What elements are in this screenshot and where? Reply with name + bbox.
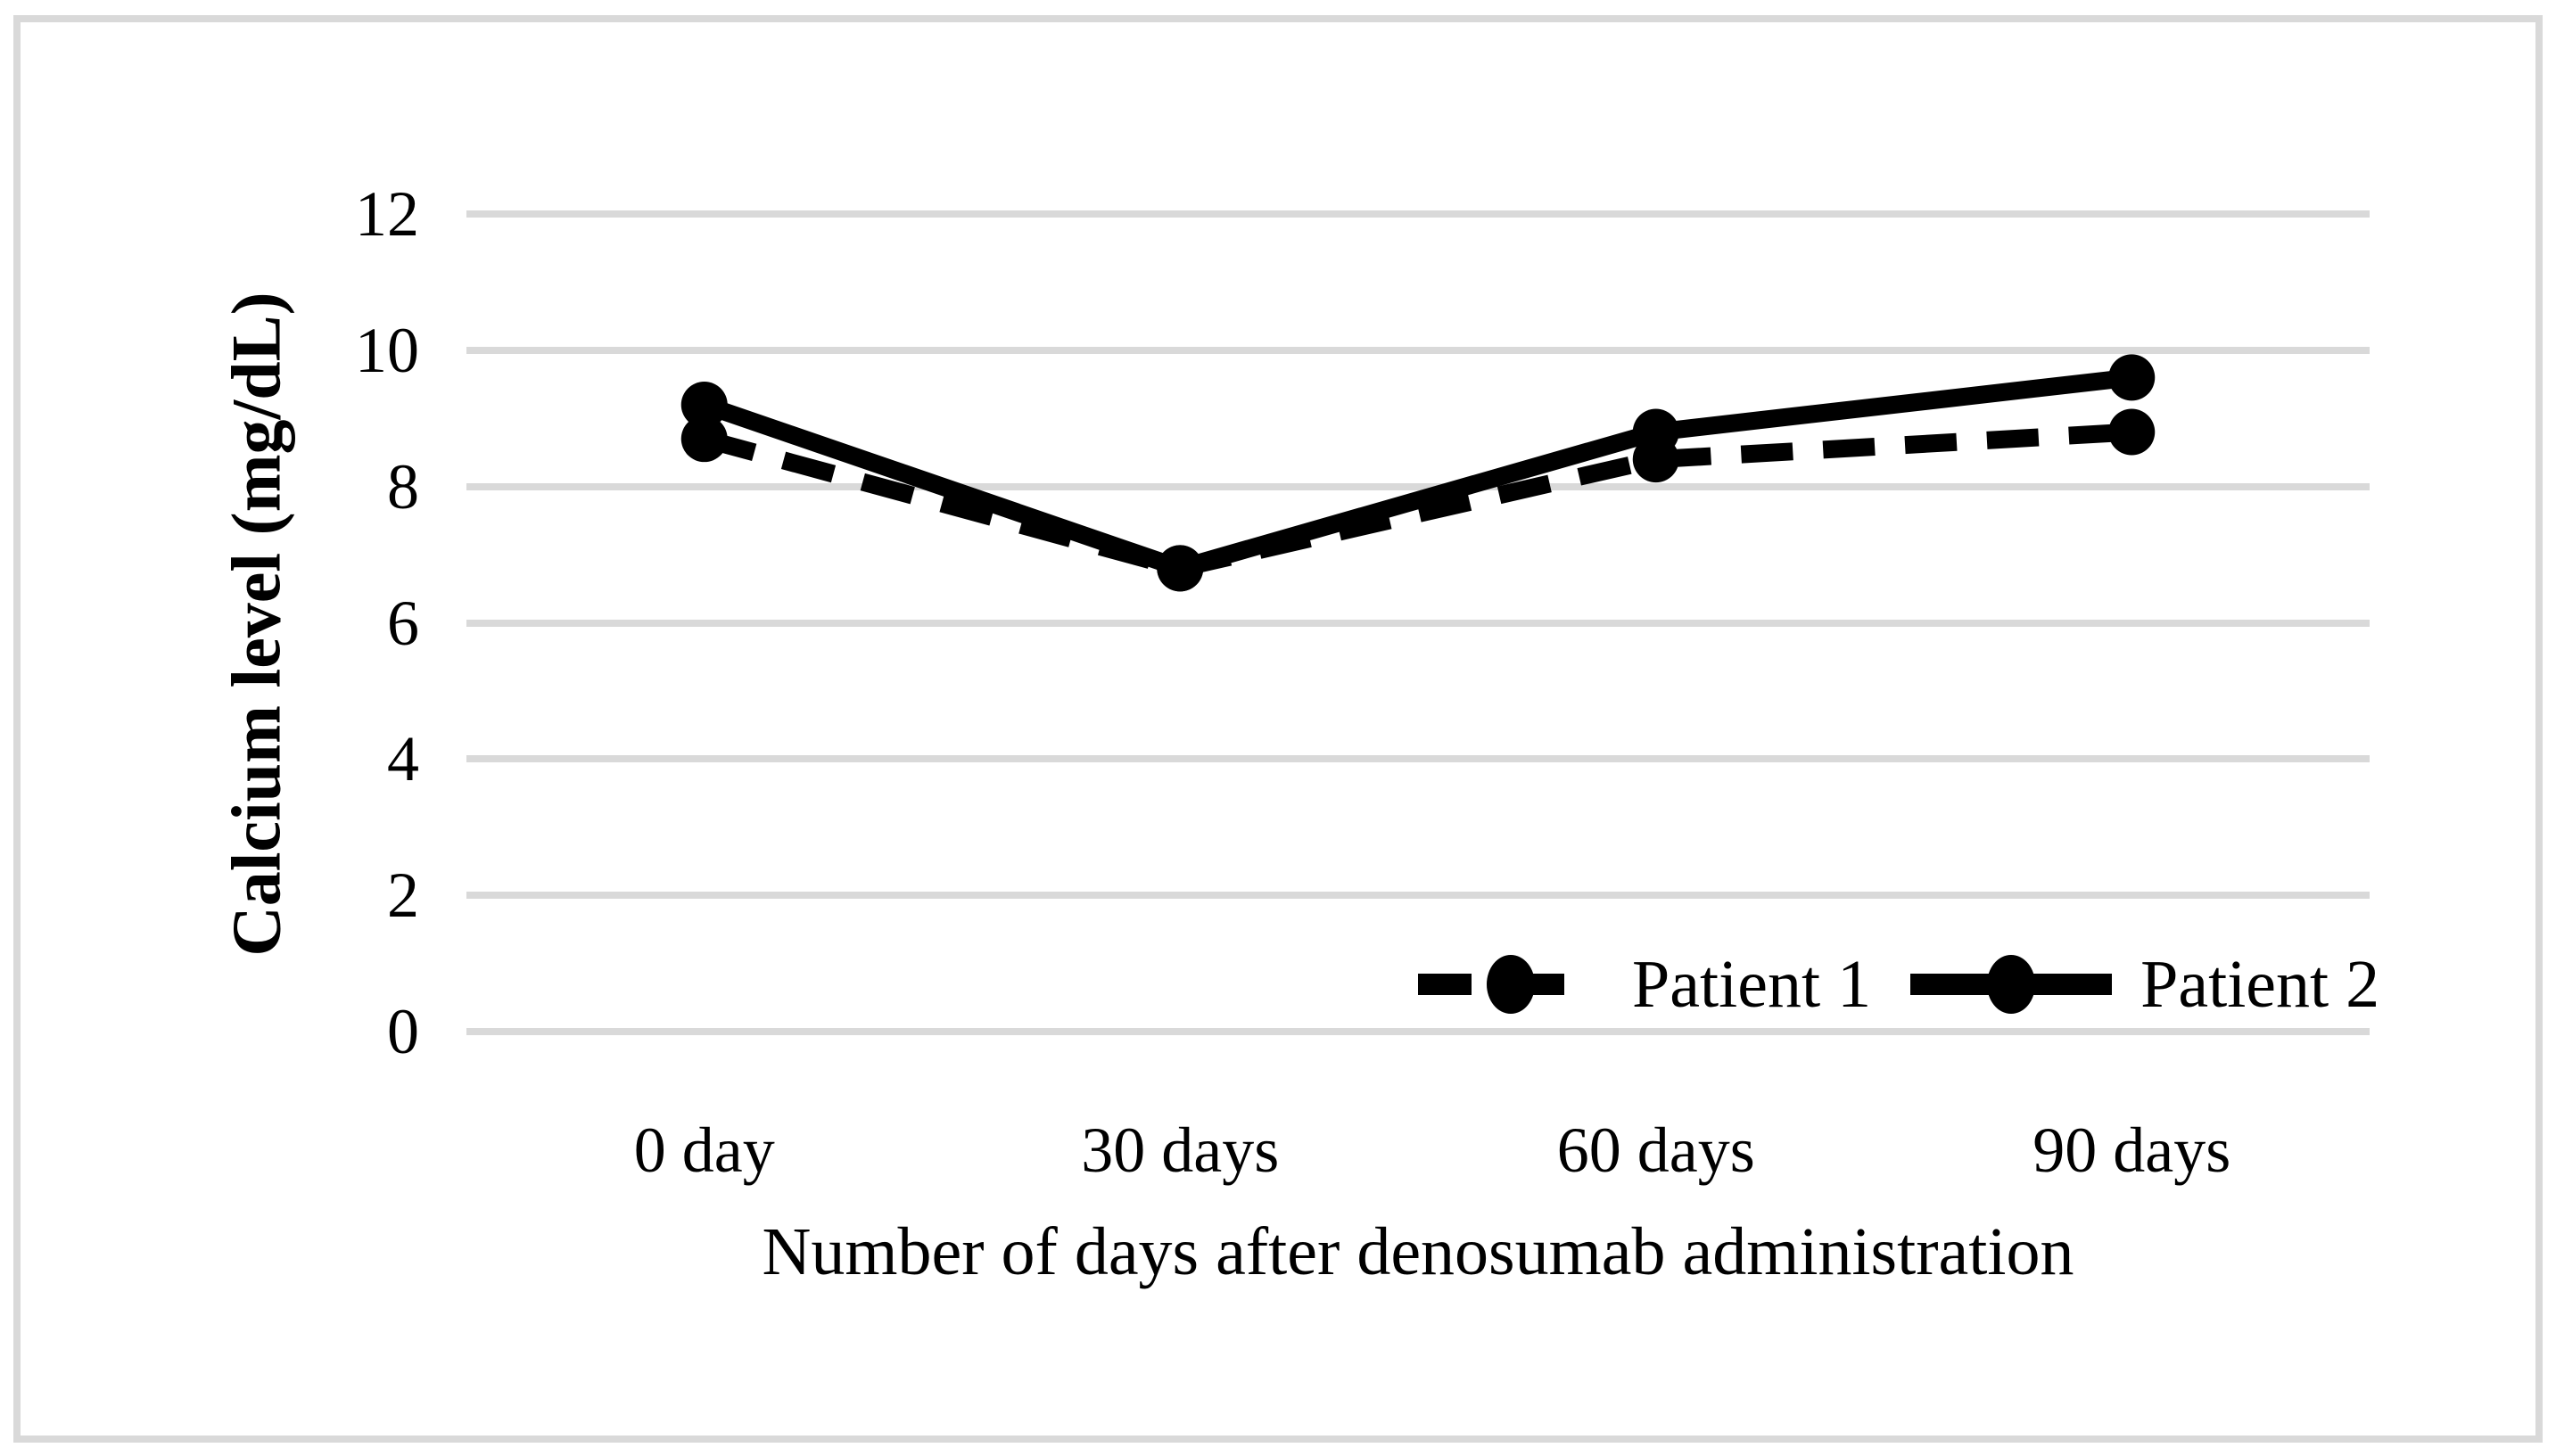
data-point-patient-2-1 <box>1157 545 1204 592</box>
legend-line-solid-sample-icon <box>1910 955 2113 1014</box>
x-tick-label-3: 90 days <box>2032 1115 2231 1186</box>
legend: Patient 1 Patient 2 <box>1416 943 2379 1025</box>
gridline-y-4 <box>466 755 2370 763</box>
y-tick-label-4: 4 <box>387 723 419 795</box>
y-tick-label-2: 2 <box>387 860 419 932</box>
x-tick-label-0: 0 day <box>633 1115 775 1186</box>
gridline-y-12 <box>466 210 2370 218</box>
legend-label-patient-1: Patient 1 <box>1632 947 1872 1022</box>
x-axis-title: Number of days after denosumab administr… <box>762 1214 2074 1289</box>
gridline-y-0 <box>466 1028 2370 1035</box>
data-point-patient-2-2 <box>1632 408 1679 456</box>
gridline-y-8 <box>466 482 2370 490</box>
data-point-patient-1-0 <box>680 415 728 463</box>
y-tick-label-10: 10 <box>355 314 419 386</box>
y-tick-label-12: 12 <box>355 178 419 250</box>
figure-border <box>13 15 2543 1443</box>
x-tick-label-2: 60 days <box>1556 1115 1755 1186</box>
legend-item-patient-1: Patient 1 <box>1416 943 1871 1025</box>
series-line-patient-2 <box>701 368 2133 578</box>
legend-item-patient-2: Patient 2 <box>1909 943 2379 1025</box>
y-tick-label-0: 0 <box>387 996 419 1067</box>
y-tick-label-6: 6 <box>387 587 419 659</box>
series-layer <box>680 354 2156 592</box>
plot-area <box>466 210 2370 1035</box>
series-line-patient-1 <box>702 423 2132 578</box>
gridline-y-10 <box>466 346 2370 354</box>
legend-label-patient-2: Patient 2 <box>2140 947 2380 1022</box>
y-tick-label-8: 8 <box>387 450 419 522</box>
x-tick-label-1: 30 days <box>1081 1115 1280 1186</box>
gridline-y-2 <box>466 892 2370 900</box>
data-point-patient-1-3 <box>2108 408 2156 456</box>
data-point-patient-2-3 <box>2108 354 2156 401</box>
gridline-y-6 <box>466 619 2370 627</box>
y-axis-title: Calcium level (mg/dL) <box>217 292 295 957</box>
legend-line-dashed-sample-icon <box>1418 955 1604 1014</box>
data-point-patient-2-0 <box>680 381 728 428</box>
